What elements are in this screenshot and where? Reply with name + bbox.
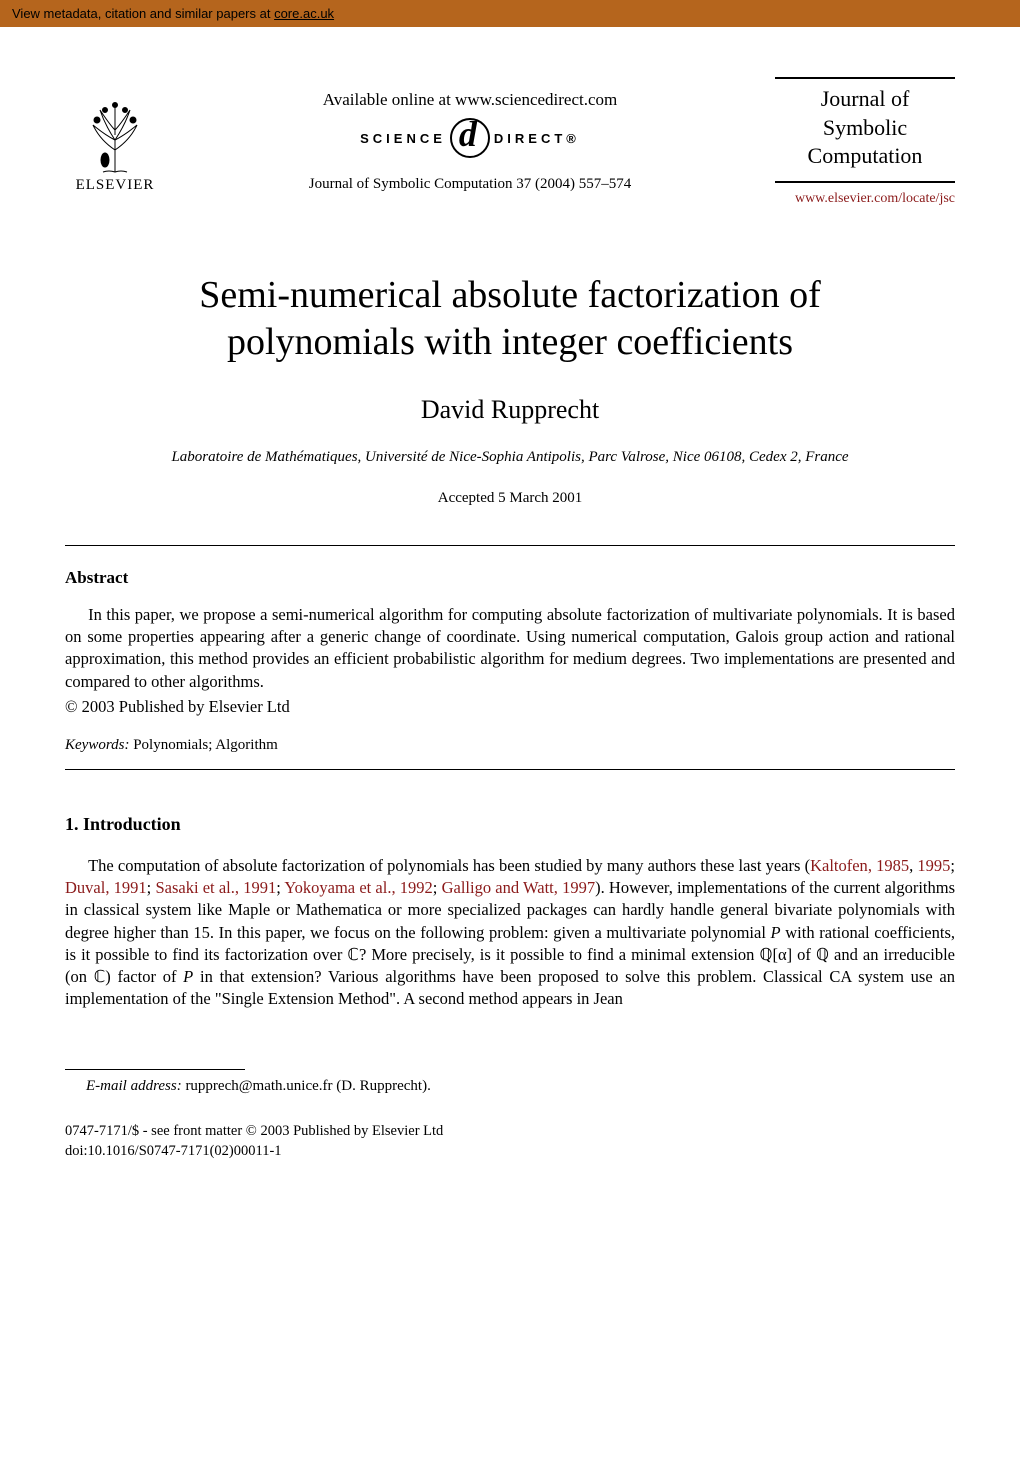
cite-sasaki[interactable]: Sasaki et al. bbox=[155, 878, 234, 897]
cite-kaltofen[interactable]: Kaltofen bbox=[810, 856, 868, 875]
abstract-top-rule bbox=[65, 545, 955, 546]
banner-text: View metadata, citation and similar pape… bbox=[12, 6, 274, 21]
accepted-date: Accepted 5 March 2001 bbox=[65, 490, 955, 507]
journal-title-box: Journal of Symbolic Computation www.else… bbox=[775, 77, 955, 207]
footnote-rule bbox=[65, 1069, 245, 1070]
journal-box-top-rule bbox=[775, 77, 955, 79]
journal-name-l1: Journal of bbox=[821, 86, 910, 111]
scidirect-right: DIRECT® bbox=[494, 131, 580, 146]
front-matter-info: 0747-7171/$ - see front matter © 2003 Pu… bbox=[65, 1121, 955, 1162]
cite-kaltofen-1995[interactable]: 1995 bbox=[917, 856, 950, 875]
journal-name: Journal of Symbolic Computation bbox=[775, 85, 955, 183]
email-label: E-mail address: bbox=[86, 1078, 182, 1094]
sep-4: ; bbox=[433, 878, 442, 897]
cite-duval[interactable]: Duval bbox=[65, 878, 105, 897]
section-1-heading: 1. Introduction bbox=[65, 814, 955, 835]
author-name: David Rupprecht bbox=[65, 395, 955, 425]
intro-text-1: The computation of absolute factorizatio… bbox=[88, 856, 810, 875]
sciencedirect-logo: SCIENCE DIRECT® bbox=[360, 118, 580, 158]
core-metadata-banner: View metadata, citation and similar pape… bbox=[0, 0, 1020, 27]
elsevier-logo: ELSEVIER bbox=[65, 89, 165, 194]
header-center: Available online at www.sciencedirect.co… bbox=[195, 90, 745, 193]
scidirect-left: SCIENCE bbox=[360, 131, 446, 146]
sep-1: ; bbox=[950, 856, 955, 875]
cite-duval-1991[interactable]: , 1991 bbox=[105, 878, 146, 897]
keywords-label: Keywords: bbox=[65, 737, 129, 753]
email-text: rupprech@math.unice.fr (D. Rupprecht). bbox=[182, 1078, 431, 1094]
journal-name-l3: Computation bbox=[808, 143, 923, 168]
journal-url[interactable]: www.elsevier.com/locate/jsc bbox=[775, 191, 955, 207]
cite-galligo-watt-1997[interactable]: , 1997 bbox=[554, 878, 595, 897]
abstract-heading: Abstract bbox=[65, 568, 955, 588]
cite-yokoyama-1992[interactable]: , 1992 bbox=[391, 878, 432, 897]
keywords-text: Polynomials; Algorithm bbox=[129, 737, 277, 753]
core-link[interactable]: core.ac.uk bbox=[274, 6, 334, 21]
doi-line: doi:10.1016/S0747-7171(02)00011-1 bbox=[65, 1141, 955, 1161]
available-online-text: Available online at www.sciencedirect.co… bbox=[195, 90, 745, 110]
cite-kaltofen-1985[interactable]: , 1985 bbox=[868, 856, 909, 875]
paper-page: ELSEVIER Available online at www.science… bbox=[0, 27, 1020, 1201]
intro-text-4: in that extension? Various algorithms ha… bbox=[65, 967, 955, 1008]
journal-header: ELSEVIER Available online at www.science… bbox=[65, 77, 955, 207]
cite-yokoyama[interactable]: Yokoyama et al. bbox=[284, 878, 391, 897]
journal-name-l2: Symbolic bbox=[823, 115, 907, 140]
journal-reference: Journal of Symbolic Computation 37 (2004… bbox=[195, 176, 745, 193]
email-footnote: E-mail address: rupprech@math.unice.fr (… bbox=[65, 1078, 955, 1095]
scidirect-d-icon bbox=[450, 118, 490, 158]
cite-galligo-watt[interactable]: Galligo and Watt bbox=[442, 878, 554, 897]
keywords-line: Keywords: Polynomials; Algorithm bbox=[65, 737, 955, 754]
author-affiliation: Laboratoire de Mathématiques, Université… bbox=[65, 449, 955, 466]
title-line-2: polynomials with integer coefficients bbox=[227, 321, 793, 363]
abstract-copyright: © 2003 Published by Elsevier Ltd bbox=[65, 697, 955, 717]
elsevier-tree-icon bbox=[75, 100, 155, 175]
section-1-body: The computation of absolute factorizatio… bbox=[65, 855, 955, 1011]
paper-title: Semi-numerical absolute factorization of… bbox=[65, 272, 955, 367]
var-P-2: P bbox=[183, 967, 193, 986]
cite-sasaki-1991[interactable]: , 1991 bbox=[235, 878, 276, 897]
elsevier-text: ELSEVIER bbox=[76, 177, 155, 194]
title-line-1: Semi-numerical absolute factorization of bbox=[199, 274, 821, 316]
abstract-bottom-rule bbox=[65, 769, 955, 770]
abstract-text: In this paper, we propose a semi-numeric… bbox=[65, 604, 955, 693]
issn-line: 0747-7171/$ - see front matter © 2003 Pu… bbox=[65, 1121, 955, 1141]
var-P-1: P bbox=[771, 923, 781, 942]
